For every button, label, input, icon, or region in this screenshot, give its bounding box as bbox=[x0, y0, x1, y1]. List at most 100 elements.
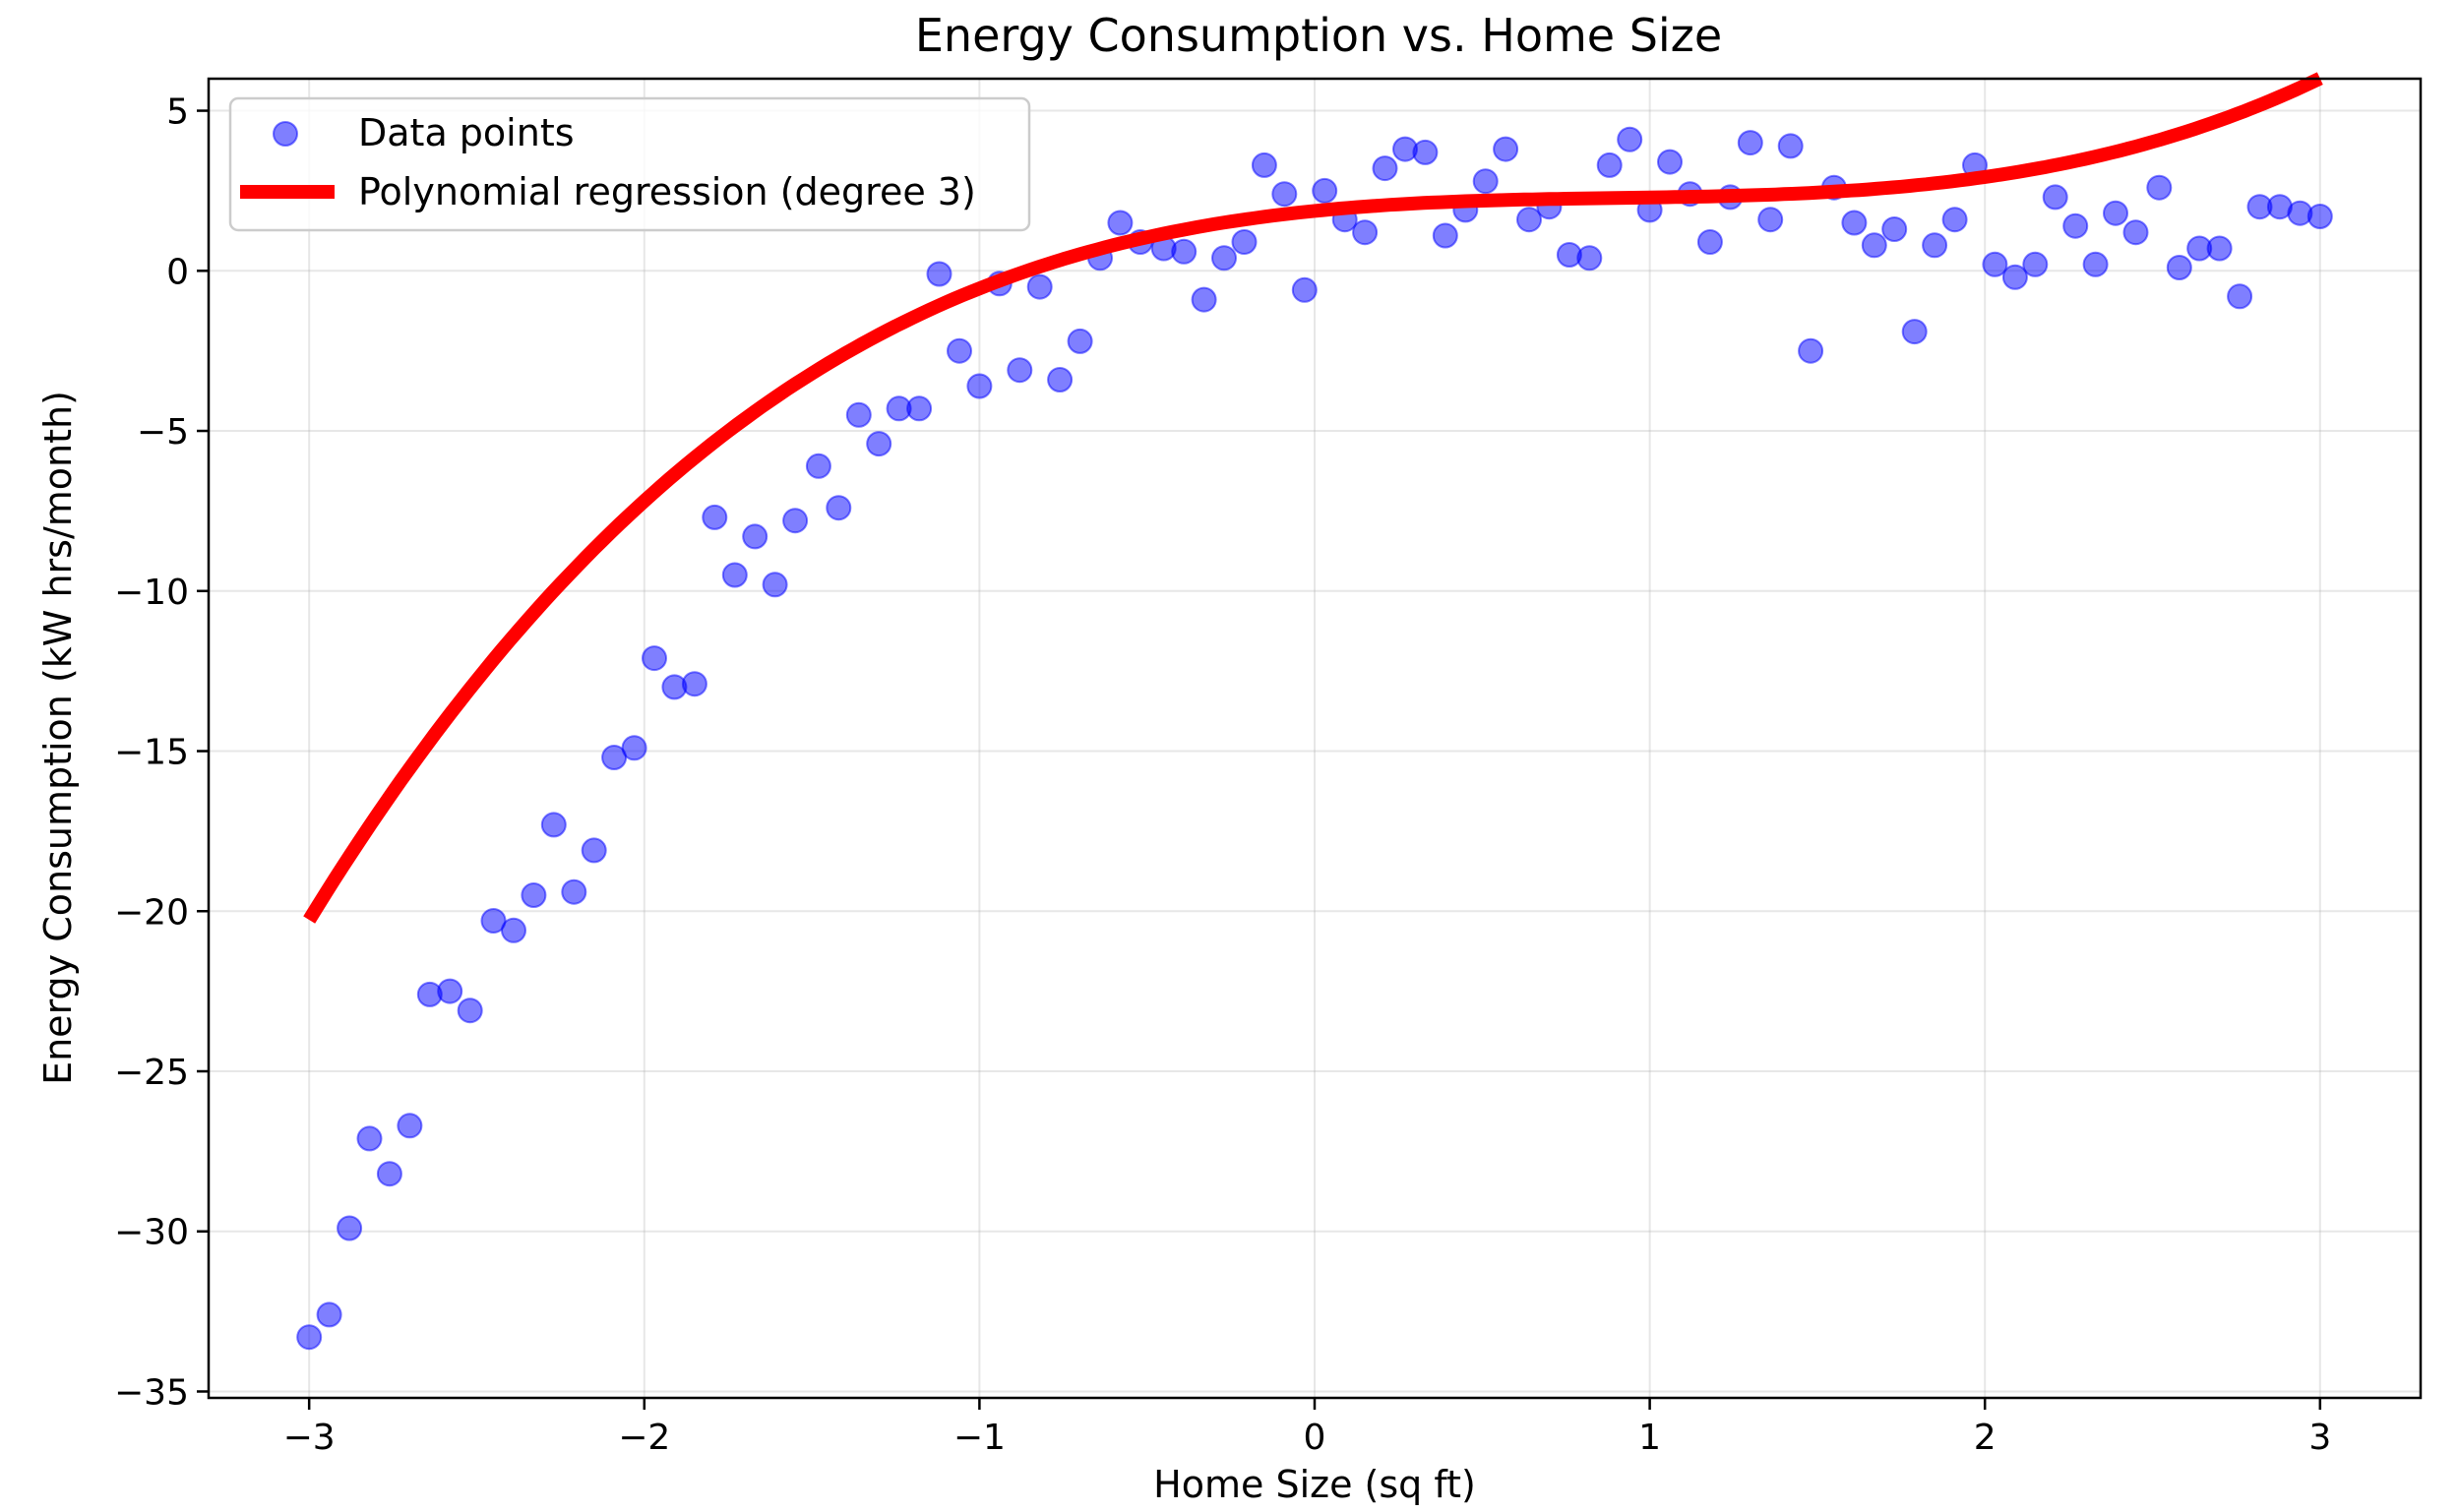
data-point bbox=[805, 453, 831, 479]
data-point bbox=[1372, 155, 1398, 182]
y-axis-ticks: 5 0 −5 −10 −15 −20 −25 −30 −35 bbox=[114, 92, 209, 1413]
data-point bbox=[2022, 251, 2049, 277]
data-point bbox=[642, 645, 667, 672]
data-point bbox=[1516, 207, 1542, 233]
data-point bbox=[1841, 210, 1868, 236]
plot-frame bbox=[207, 77, 2423, 1400]
data-point bbox=[1941, 207, 1968, 233]
data-point bbox=[521, 882, 547, 908]
legend-box bbox=[228, 96, 1031, 232]
data-point bbox=[1191, 286, 1217, 313]
y-tick-label: −10 bbox=[114, 573, 189, 613]
data-point bbox=[1107, 210, 1134, 236]
x-axis-label: Home Size (sq ft) bbox=[1153, 1463, 1476, 1506]
regression-line bbox=[303, 72, 2323, 924]
data-point bbox=[457, 998, 483, 1024]
data-point bbox=[397, 1113, 423, 1139]
legend: Data points Polynomial regression (degre… bbox=[228, 96, 1031, 232]
data-point bbox=[866, 431, 892, 457]
data-point bbox=[2306, 204, 2333, 229]
data-point bbox=[1432, 222, 1458, 249]
data-point bbox=[2001, 264, 2028, 290]
x-tick-label: 1 bbox=[1638, 1418, 1661, 1458]
data-point bbox=[316, 1301, 342, 1328]
data-point bbox=[742, 523, 768, 550]
data-point bbox=[1596, 151, 1623, 178]
data-point bbox=[1472, 168, 1499, 195]
data-point bbox=[1231, 229, 1258, 255]
data-point bbox=[2042, 184, 2068, 211]
data-point bbox=[702, 504, 728, 530]
chart-title: Energy Consumption vs. Home Size bbox=[915, 9, 1722, 62]
data-point bbox=[1067, 328, 1093, 354]
data-point bbox=[1982, 251, 2008, 277]
data-point bbox=[1171, 238, 1198, 265]
x-tick-label: 2 bbox=[1974, 1418, 1997, 1458]
data-point bbox=[1901, 319, 1928, 345]
data-point bbox=[1291, 276, 1318, 303]
data-point bbox=[1211, 245, 1237, 272]
data-point bbox=[1657, 149, 1683, 175]
data-point bbox=[1352, 219, 1379, 246]
data-point bbox=[561, 878, 587, 905]
data-point bbox=[1696, 229, 1723, 255]
data-point bbox=[337, 1215, 363, 1241]
data-point bbox=[2062, 212, 2089, 239]
regression-line-layer bbox=[303, 72, 2323, 924]
data-point bbox=[540, 812, 567, 838]
y-tick-label: −30 bbox=[114, 1213, 189, 1253]
data-point bbox=[2206, 235, 2233, 262]
data-point bbox=[1617, 126, 1643, 152]
y-tick-label: 0 bbox=[166, 252, 189, 292]
x-axis-ticks: −3 −2 −1 0 1 2 3 bbox=[283, 1398, 2331, 1458]
x-tick-label: 0 bbox=[1304, 1418, 1326, 1458]
x-tick-label: −2 bbox=[618, 1418, 670, 1458]
data-point bbox=[762, 572, 788, 598]
data-point bbox=[1026, 273, 1053, 300]
data-point bbox=[437, 978, 463, 1004]
data-point bbox=[1251, 151, 1277, 178]
x-tick-label: −1 bbox=[953, 1418, 1006, 1458]
data-point bbox=[1861, 232, 1887, 259]
data-point bbox=[1881, 216, 1908, 242]
data-point bbox=[1922, 232, 1948, 259]
data-point bbox=[826, 495, 852, 521]
data-point bbox=[356, 1125, 383, 1152]
x-tick-label: −3 bbox=[283, 1418, 336, 1458]
data-point bbox=[845, 401, 872, 428]
data-point bbox=[1312, 177, 1338, 204]
data-point bbox=[2146, 174, 2173, 201]
data-point bbox=[296, 1324, 323, 1351]
data-point bbox=[1757, 207, 1784, 233]
data-point bbox=[1007, 357, 1033, 384]
x-tick-label: 3 bbox=[2308, 1418, 2331, 1458]
y-tick-label: −15 bbox=[114, 733, 189, 773]
y-axis-label: Energy Consumption (kW hrs/month) bbox=[36, 391, 80, 1085]
data-point bbox=[1271, 181, 1298, 208]
data-point bbox=[2166, 255, 2192, 280]
data-point bbox=[681, 671, 707, 697]
legend-label-regression: Polynomial regression (degree 3) bbox=[358, 170, 976, 213]
y-tick-label: −5 bbox=[137, 412, 189, 453]
data-point bbox=[721, 562, 748, 588]
data-point bbox=[947, 337, 972, 364]
data-point bbox=[2103, 200, 2128, 226]
y-tick-label: −20 bbox=[114, 892, 189, 933]
data-point bbox=[782, 508, 809, 534]
data-point bbox=[376, 1161, 402, 1187]
data-point bbox=[1412, 139, 1439, 165]
data-point bbox=[2122, 219, 2149, 246]
legend-scatter-marker bbox=[273, 121, 298, 147]
data-point bbox=[1777, 133, 1804, 159]
data-point bbox=[1493, 136, 1519, 162]
data-point bbox=[2082, 251, 2109, 277]
data-point bbox=[1737, 130, 1763, 156]
data-point bbox=[621, 735, 647, 761]
data-point bbox=[1047, 367, 1074, 393]
data-point bbox=[501, 917, 526, 943]
y-tick-label: 5 bbox=[166, 92, 189, 133]
data-point bbox=[926, 261, 952, 287]
y-tick-label: −25 bbox=[114, 1053, 189, 1093]
